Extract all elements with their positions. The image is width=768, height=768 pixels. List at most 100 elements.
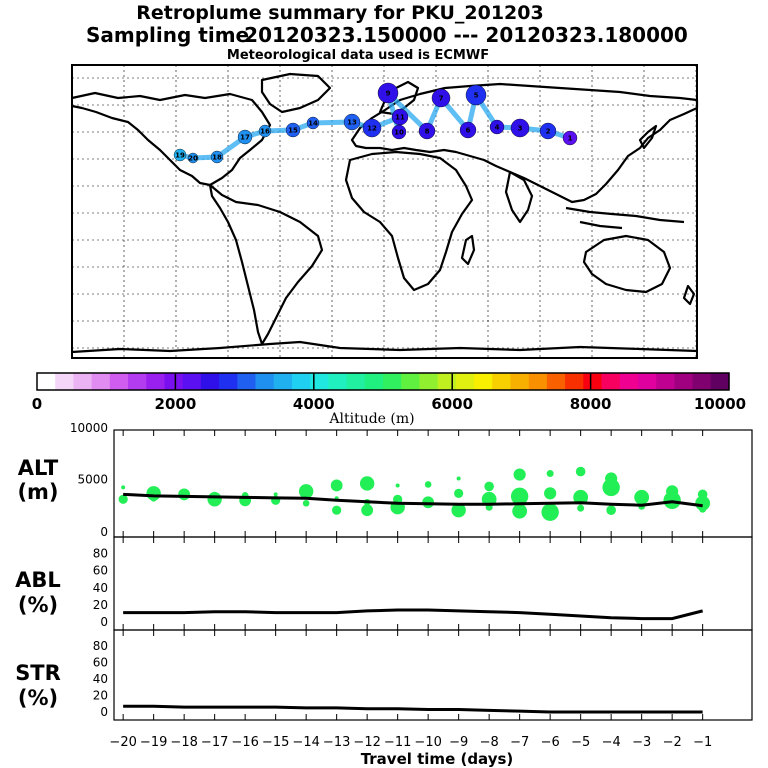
plume-cluster	[173, 148, 187, 162]
alt-cluster-point	[332, 505, 342, 515]
x-tick-label: −3	[632, 735, 651, 750]
panel-unit: (m)	[17, 480, 58, 504]
plume-cluster	[465, 84, 487, 106]
colorbar-cell	[455, 373, 475, 390]
colorbar-frame	[36, 372, 730, 391]
colorbar-cell	[237, 373, 257, 390]
alt-cluster-point	[546, 470, 554, 478]
land-greenland	[260, 72, 332, 114]
alt-cluster-point	[456, 476, 461, 481]
plume-cluster-label: 2	[546, 128, 551, 136]
colorbar-cell	[55, 373, 75, 390]
plume-cluster	[539, 122, 557, 140]
panel-label: STR	[15, 661, 61, 685]
figure-title: Retroplume summary for PKU_201203	[136, 2, 543, 24]
alt-cluster-point	[395, 483, 400, 488]
panel-unit: (%)	[18, 593, 58, 617]
x-tick-label: −17	[201, 735, 228, 750]
str-line	[123, 704, 703, 714]
plume-cluster-label: 1	[568, 135, 573, 143]
land-eurasia	[350, 82, 699, 204]
colorbar-cell	[510, 373, 530, 390]
plume-cluster	[510, 118, 530, 138]
x-axis-label: Travel time (days)	[361, 750, 514, 768]
altitude-colorbar: 0 2000 4000 6000 8000 10000 Altitude (m)	[32, 372, 746, 427]
map-grid	[72, 65, 697, 358]
x-tick-label: −1	[693, 735, 712, 750]
colorbar-tick-label: 8000	[570, 395, 612, 413]
colorbar-cell	[346, 373, 366, 390]
x-tick-label: −8	[480, 735, 499, 750]
land-new-zealand	[682, 284, 696, 306]
sampling-range: 20120323.150000 --- 20120323.180000	[244, 23, 688, 47]
alt-cluster-point	[575, 466, 586, 477]
plume-cluster-label: 16	[260, 128, 270, 136]
y-tick-label: 0	[100, 705, 108, 719]
alt-cluster-point	[606, 505, 616, 515]
alt-cluster-point	[510, 487, 529, 506]
plume-cluster-label: 7	[439, 95, 444, 103]
plume-cluster	[418, 122, 436, 140]
colorbar-cell	[273, 373, 293, 390]
colorbar-cell	[109, 373, 129, 390]
alt-cluster-point	[451, 502, 466, 518]
land-indonesia	[565, 206, 685, 230]
plume-cluster	[210, 150, 224, 164]
colorbar-cell	[364, 373, 384, 390]
x-tick-label: −16	[231, 735, 258, 750]
x-tick-label: −4	[602, 735, 621, 750]
alt-cluster-point	[513, 468, 526, 481]
alt-cluster-point	[573, 489, 589, 505]
x-tick-label: −15	[262, 735, 289, 750]
plume-cluster	[187, 152, 199, 164]
x-tick-label: −14	[292, 735, 319, 750]
time-series-panels: 1000050000ALT(m)806040200ABL(%)806040200…	[15, 421, 753, 768]
y-tick-label: 40	[93, 581, 108, 595]
alt-cluster-point	[602, 478, 620, 497]
panel-alt: 10000 5000 0 ALT(m)	[17, 421, 753, 539]
land-madagascar	[460, 234, 476, 266]
alt-cluster-point	[695, 495, 711, 511]
world-map: 19 20 18 17 16 15 14 13 12 11 10 9 8 7 6 5 4 3 2 1	[71, 64, 699, 359]
colorbar-cell	[200, 373, 220, 390]
land-australia	[582, 234, 672, 294]
panel-abl: 80 60 40 20 0 ABL(%)	[15, 536, 753, 631]
colorbar-cell	[546, 373, 566, 390]
alt-cluster-point	[298, 484, 314, 499]
y-tick-label: 0	[100, 615, 108, 629]
colorbar-cell	[383, 373, 402, 390]
colorbar-cell	[164, 373, 184, 390]
panel-frame	[113, 629, 753, 721]
plume-cluster	[489, 119, 505, 135]
colorbar-tick-label: 0	[32, 395, 42, 413]
plume-cluster	[562, 130, 578, 146]
plume-cluster-label: 11	[395, 114, 405, 122]
alt-mean-line	[123, 492, 703, 508]
colorbar-cell	[528, 373, 548, 390]
plume-cluster-label: 4	[495, 124, 500, 132]
land-japan	[638, 124, 658, 150]
alt-cluster-point	[359, 476, 375, 491]
plume-cluster-label: 18	[212, 154, 222, 162]
plume-cluster-label: 5	[474, 92, 479, 100]
x-tick-label: −5	[571, 735, 590, 750]
y-tick-label: 60	[93, 656, 108, 670]
land-india	[504, 170, 534, 224]
colorbar-cell	[328, 373, 348, 390]
colorbar-cell	[619, 373, 639, 390]
plume-cluster	[258, 124, 272, 138]
land-africa	[344, 150, 474, 292]
y-tick-label: 60	[93, 564, 108, 578]
colorbar-cell	[437, 373, 457, 390]
alt-cluster-point	[484, 481, 494, 492]
colorbar-cell	[710, 373, 730, 390]
plume-cluster-label: 8	[425, 128, 430, 136]
alt-cluster-point	[541, 503, 559, 521]
plume-cluster-label: 10	[394, 129, 404, 137]
plume-cluster-label: 3	[518, 125, 523, 133]
x-tick-label: −13	[323, 735, 350, 750]
colorbar-tick-label: 6000	[431, 395, 473, 413]
panel-unit: (%)	[18, 686, 58, 710]
panel-label: ALT	[18, 456, 59, 480]
